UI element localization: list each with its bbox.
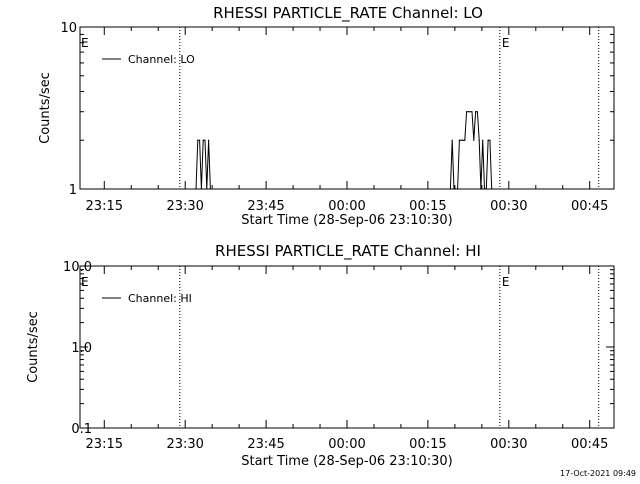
panel-1-series-1-point [451,139,453,141]
panel-1-legend-label: Channel: LO [128,53,195,66]
panel-2-y-tick-label: 1.0 [71,341,92,356]
panel-2-x-tick-label: 00:30 [490,437,527,452]
panel-1-series-1-point [471,111,473,113]
panel-1-y-tick-label: 1 [69,183,77,198]
panel-1-x-tick-label: 23:30 [166,199,203,214]
panel-1-series-1-point [473,139,475,141]
panel-2-y-tick-label: 10.0 [63,260,92,275]
panel-2-y-tick-label: 0.1 [71,422,92,437]
panel-1-series-1-point [487,139,489,141]
panel-1-series-1-point [200,188,202,190]
panel-1-series-1-point [202,139,204,141]
panel-1-x-tick-label: 00:00 [328,199,365,214]
panel-1-series-1-point [462,139,464,141]
panel-1-series-1-point [491,188,493,190]
panel-2-x-tick-label: 23:45 [247,437,284,452]
panel-1-series-1-point [474,111,477,113]
panel-1-x-tick-label: 23:45 [247,199,284,214]
panel-2-x-tick-label: 00:15 [409,437,446,452]
panel-1-series-1-point [469,111,471,113]
panel-2-y-axis-label: Counts/sec [26,311,41,383]
panel-2-x-tick-label: 23:30 [166,437,203,452]
panel-1-series-1-point [478,139,480,141]
panel-1-series-1-point [464,139,466,141]
panel-1-marker-label: E [81,36,89,50]
panel-1-series-1-point [204,139,206,141]
panel-1-x-axis-label: Start Time (28-Sep-06 23:10:30) [241,213,452,228]
panel-1-series-1-point [197,139,199,141]
panel-1-series-1-point [485,188,487,190]
panel-1-series-1-point [480,188,482,190]
panel-1-y-axis-label: Counts/sec [38,72,53,144]
panel-1-series-1-point [467,111,469,113]
panel-1-series-1-point [455,188,457,190]
panel-2-x-axis-label: Start Time (28-Sep-06 23:10:30) [241,454,452,469]
panel-1-x-tick-label: 00:15 [409,199,446,214]
panel-1-series-1-point [465,111,468,113]
panel-1-series-1-point [460,139,462,141]
panel-2-legend-label: Channel: HI [128,292,192,305]
panel-1-x-tick-label: 00:30 [490,199,527,214]
panel-1-y-tick-label: 10 [60,21,77,36]
panel-2-marker-label: E [81,275,89,289]
panel-1-series-1-point [482,139,484,141]
panel-1-title: RHESSI PARTICLE_RATE Channel: LO [213,4,483,23]
panel-1-x-tick-label: 23:15 [86,199,123,214]
panel-2-x-tick-label: 00:45 [571,437,608,452]
panel-1-series-1-point [209,188,211,190]
panel-1-series-1-point [476,111,478,113]
panel-1-series-1-point [198,139,201,141]
panel-1-series-1-point [489,139,491,141]
panel-2-marker-label: E [502,275,510,289]
panel-1-x-tick-label: 00:45 [571,199,608,214]
panel-1-series-1-point [195,188,197,190]
panel-1-series-1-point [458,139,460,141]
panel-1-series-1-point [453,188,455,190]
panel-1-series-1-point [449,188,451,190]
panel-2-x-tick-label: 00:00 [328,437,365,452]
panel-1-series-1-point [483,188,486,190]
panel-1-series-1-point [206,188,208,190]
plot-timestamp: 17-Oct-2021 09:49 [560,469,636,478]
panel-1-series-1-point [456,188,459,190]
panel-2-x-tick-label: 23:15 [86,437,123,452]
panel-2-title: RHESSI PARTICLE_RATE Channel: HI [215,242,481,261]
panel-1-series-1-point [207,139,210,141]
panel-1-marker-label: E [502,36,510,50]
